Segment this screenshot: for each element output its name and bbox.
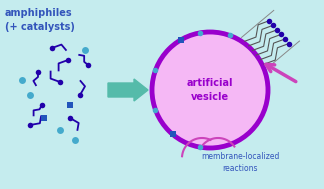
Text: amphiphiles: amphiphiles (5, 8, 73, 18)
Text: artificial
vesicle: artificial vesicle (187, 78, 233, 102)
Text: (+ catalysts): (+ catalysts) (5, 22, 75, 32)
Circle shape (152, 32, 268, 148)
Text: membrane-localized
reactions: membrane-localized reactions (201, 152, 279, 173)
FancyArrow shape (108, 79, 148, 101)
